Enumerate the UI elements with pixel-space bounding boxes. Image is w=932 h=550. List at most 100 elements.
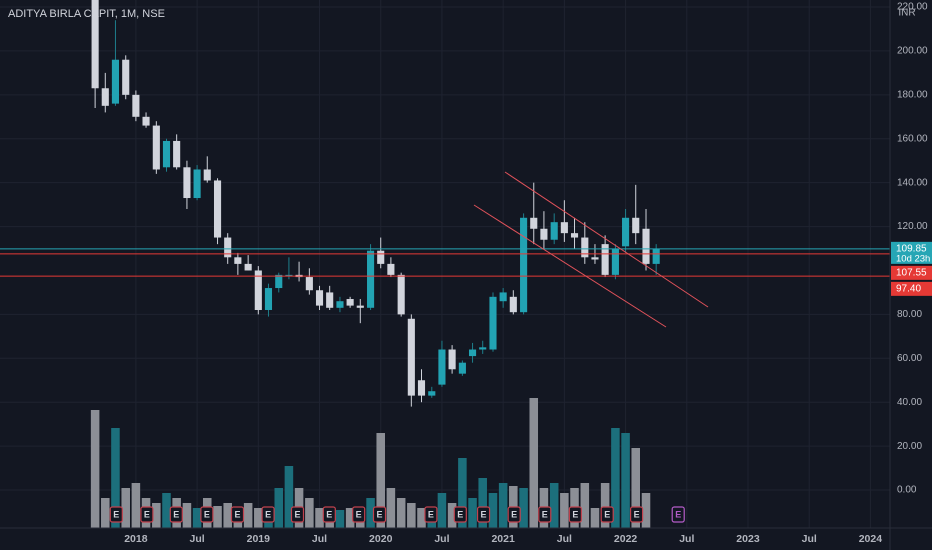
earnings-label: E bbox=[356, 509, 362, 519]
earnings-label: E bbox=[234, 509, 240, 519]
y-tick-label: 120.00 bbox=[897, 221, 928, 232]
earnings-marker bbox=[568, 506, 582, 523]
earnings-marker bbox=[352, 506, 366, 523]
volume-bar bbox=[488, 493, 498, 528]
volume-bar bbox=[447, 503, 457, 528]
chart-title: ADITYA BIRLA CAPIT, 1M, NSE bbox=[8, 8, 165, 20]
volume-bar bbox=[131, 483, 141, 528]
volume-bar bbox=[590, 508, 600, 528]
earnings-marker bbox=[261, 506, 275, 523]
earnings-marker bbox=[140, 506, 154, 523]
price-label-box bbox=[891, 241, 932, 264]
volume-bar bbox=[549, 483, 559, 528]
grid bbox=[0, 0, 890, 528]
candle-body bbox=[346, 299, 354, 306]
earnings-label: E bbox=[265, 509, 271, 519]
volume-bar bbox=[243, 503, 253, 528]
candle-body bbox=[520, 217, 528, 313]
candle-body bbox=[111, 59, 119, 104]
price-label-box bbox=[891, 281, 932, 296]
candle-body bbox=[570, 233, 579, 238]
candle-body bbox=[622, 217, 630, 247]
candle-body bbox=[397, 274, 405, 315]
y-tick-label: 220.00 bbox=[897, 2, 928, 13]
candle-body bbox=[193, 169, 201, 199]
earnings-label: E bbox=[144, 509, 150, 519]
volume-bar bbox=[315, 508, 324, 528]
candle-body bbox=[632, 217, 640, 234]
earnings-label: E bbox=[113, 509, 119, 519]
volume-bar bbox=[498, 483, 508, 528]
candle-body bbox=[234, 257, 242, 264]
y-tick-label: 200.00 bbox=[897, 46, 928, 57]
candle-body bbox=[122, 59, 130, 95]
trend-line bbox=[504, 171, 709, 308]
candle-body bbox=[611, 248, 619, 275]
candle-body bbox=[336, 301, 344, 308]
candle-body bbox=[652, 248, 660, 264]
volume-bar bbox=[529, 398, 539, 528]
earnings-marker bbox=[322, 506, 336, 523]
candle-body bbox=[407, 318, 415, 396]
x-tick-label: Jul bbox=[557, 533, 572, 545]
candle-body bbox=[224, 237, 232, 258]
candle-body bbox=[203, 169, 211, 181]
earnings-label: E bbox=[572, 509, 578, 519]
candle-body bbox=[428, 391, 436, 396]
candle-body bbox=[264, 288, 273, 310]
candle-body bbox=[152, 125, 160, 170]
candle-body bbox=[254, 270, 262, 310]
candle-body bbox=[305, 277, 313, 291]
y-tick-label: 0.00 bbox=[897, 485, 917, 496]
earnings-marker bbox=[671, 506, 685, 523]
y-tick-label: 180.00 bbox=[897, 89, 928, 100]
candle-body bbox=[101, 88, 109, 106]
earnings-label: E bbox=[634, 509, 640, 519]
x-tick-label: 2018 bbox=[124, 533, 148, 545]
candle-body bbox=[550, 222, 558, 240]
earnings-label: E bbox=[457, 509, 463, 519]
candle-body bbox=[468, 349, 477, 357]
volume-bar bbox=[192, 508, 202, 528]
earnings-marker bbox=[169, 506, 183, 523]
earnings-marker bbox=[372, 506, 387, 523]
volume-bar bbox=[478, 478, 487, 528]
earnings-label: E bbox=[542, 509, 548, 519]
volume-bar bbox=[621, 433, 630, 528]
volume-bar bbox=[284, 466, 294, 528]
y-tick-label: 40.00 bbox=[897, 397, 922, 408]
volume-bar bbox=[223, 503, 232, 528]
earnings-label: E bbox=[173, 509, 179, 519]
earnings-label: E bbox=[204, 509, 210, 519]
candle-body bbox=[315, 290, 324, 306]
price-label: 97.40 bbox=[896, 283, 921, 294]
earnings-label: E bbox=[428, 509, 434, 519]
volume-bar bbox=[458, 458, 467, 528]
candle-body bbox=[509, 296, 517, 313]
volume-bar bbox=[111, 428, 120, 528]
volume-bar bbox=[417, 508, 426, 528]
earnings-label: E bbox=[376, 509, 382, 519]
candle-body bbox=[601, 244, 609, 275]
candle-body bbox=[285, 274, 293, 276]
volume-bar bbox=[611, 428, 620, 528]
x-tick-label: Jul bbox=[190, 533, 205, 545]
candle-body bbox=[581, 237, 589, 258]
earnings-label: E bbox=[326, 509, 332, 519]
candle-body bbox=[377, 250, 385, 264]
volume-bar bbox=[366, 498, 375, 528]
x-tick-label: Jul bbox=[802, 533, 817, 545]
volume-bar bbox=[213, 506, 222, 528]
volume-bar bbox=[631, 448, 640, 528]
x-tick-label: 2024 bbox=[859, 533, 883, 545]
candle-body bbox=[479, 347, 487, 350]
price-label-box bbox=[891, 265, 932, 280]
earnings-marker bbox=[600, 506, 614, 523]
volume-bar bbox=[468, 498, 477, 528]
volume-bar bbox=[274, 488, 284, 528]
currency-label: INR bbox=[898, 8, 915, 19]
axes: 2018 Jul 2019 Jul 2020 Jul 2021 Jul 2022 Jul 2023 J… bbox=[124, 2, 932, 545]
x-tick-label: Jul bbox=[679, 533, 694, 545]
